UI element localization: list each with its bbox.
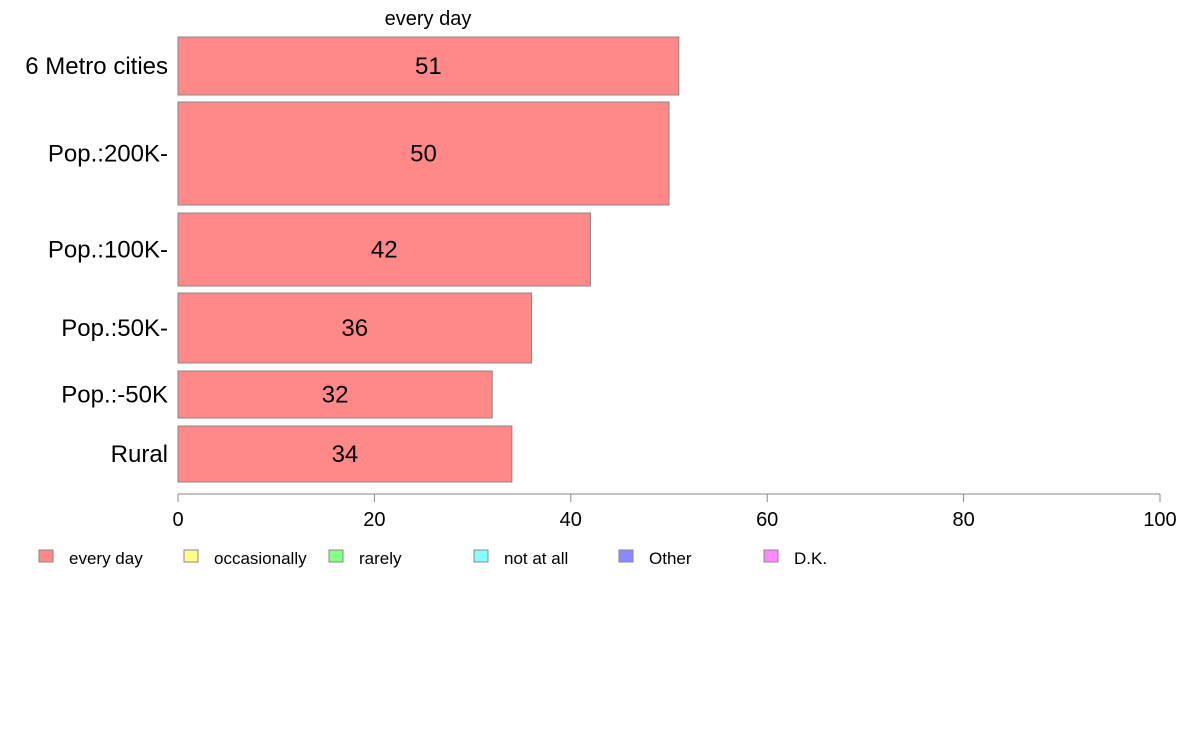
bar: [177, 101, 670, 206]
x-tick-label: 100: [1143, 509, 1176, 531]
legend-swatch: [328, 549, 344, 563]
legend-swatch: [38, 549, 54, 563]
x-tick-label: 40: [560, 509, 582, 531]
x-axis: 0 20 40 60 80 100: [172, 493, 1177, 531]
legend-label: rarely: [359, 549, 402, 568]
legend-label: Other: [649, 549, 692, 568]
legend-swatch: [183, 549, 199, 563]
category-label: Pop.:100K-: [48, 237, 168, 264]
category-label: Pop.:50K-: [61, 315, 168, 342]
bar-value-label: 42: [371, 237, 398, 264]
legend-label: occasionally: [214, 549, 307, 568]
bar: [177, 212, 591, 287]
legend-label: every day: [69, 549, 143, 568]
bar-value-label: 50: [410, 141, 437, 168]
bar: [177, 292, 533, 364]
x-tick-label: 60: [756, 509, 778, 531]
legend: every day occasionally rarely not at all Oth…: [38, 549, 827, 568]
legend-swatch: [763, 549, 779, 563]
legend-label: D.K.: [794, 549, 827, 568]
bar-value-label: 36: [341, 315, 368, 342]
category-label: Pop.:-50K: [61, 382, 168, 409]
bar-value-label: 34: [332, 441, 359, 468]
chart-title: every day: [385, 8, 472, 30]
category-label: 6 Metro cities: [25, 53, 168, 80]
bar: [177, 36, 680, 96]
legend-swatch: [618, 549, 634, 563]
legend-swatch: [473, 549, 489, 563]
x-tick-label: 0: [172, 509, 183, 531]
bars-group: 51 50 42 36 32 34: [177, 36, 680, 483]
bar-value-label: 51: [415, 53, 442, 80]
category-label: Rural: [111, 441, 168, 468]
category-label: Pop.:200K-: [48, 141, 168, 168]
x-tick-label: 80: [952, 509, 974, 531]
legend-label: not at all: [504, 549, 568, 568]
x-tick-label: 20: [363, 509, 385, 531]
bar-value-label: 32: [322, 382, 349, 409]
category-labels: 6 Metro cities Pop.:200K- Pop.:100K- Pop.:5…: [25, 53, 168, 468]
bar: [177, 425, 513, 483]
bar: [177, 370, 493, 419]
